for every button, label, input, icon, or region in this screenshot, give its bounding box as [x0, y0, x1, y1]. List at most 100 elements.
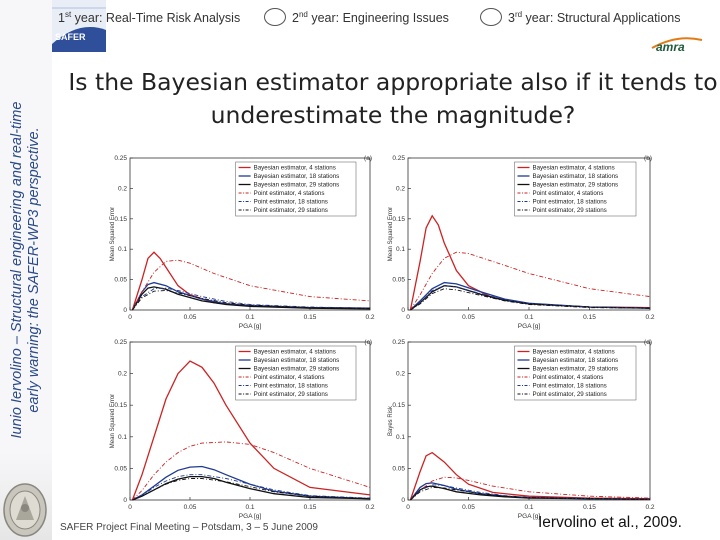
legend-entry: Point estimator, 18 stations	[532, 383, 606, 390]
slide-title: Is the Bayesian estimator appropriate al…	[68, 68, 718, 129]
legend-entry: Point estimator, 29 stations	[532, 391, 606, 398]
x-axis-label: PGA [g]	[239, 513, 262, 520]
x-tick-label: 0.15	[304, 314, 317, 321]
y-tick-label: 0.2	[396, 185, 405, 192]
series-line	[410, 476, 651, 501]
legend-entry: Point estimator, 18 stations	[254, 383, 328, 390]
amra-logo-text: amra	[656, 40, 685, 54]
nav-year-2-num: 2	[292, 11, 299, 26]
y-tick-label: 0.2	[396, 371, 405, 378]
legend-entry: Point estimator, 29 stations	[254, 391, 328, 398]
y-tick-label: 0	[401, 307, 405, 314]
series-line	[132, 475, 371, 501]
legend-entry: Point estimator, 18 stations	[254, 199, 328, 206]
y-tick-label: 0.05	[392, 277, 405, 284]
footer-citation: Iervolino et al., 2009.	[538, 514, 682, 531]
nav-year-1[interactable]: 1st year: Real-Time Risk Analysis	[58, 10, 240, 25]
y-tick-label: 0	[123, 497, 127, 504]
nav-year-3-sup: rd	[514, 10, 523, 19]
series-line	[132, 478, 371, 501]
legend-entry: Bayesian estimator, 29 stations	[254, 182, 340, 189]
series-line	[132, 441, 371, 501]
sidebar-author-text: Iunio Iervolino – Structural engineering…	[9, 20, 43, 520]
y-tick-label: 0.25	[114, 155, 127, 162]
nav-year-3-num: 3	[508, 11, 515, 26]
y-tick-label: 0.2	[118, 185, 127, 192]
y-tick-label: 0.1	[118, 434, 127, 441]
sidebar-line-2: early warning: the SAFER-WP3 perspective…	[26, 127, 42, 413]
x-tick-label: 0.05	[462, 504, 475, 511]
series-line	[410, 285, 651, 311]
legend-entry: Bayesian estimator, 4 stations	[254, 165, 336, 172]
nav-year-2[interactable]: 2nd year: Engineering Issues	[292, 10, 449, 25]
x-tick-label: 0	[406, 314, 410, 321]
y-axis-label: Bayes Risk	[388, 405, 394, 436]
legend-entry: Bayesian estimator, 18 stations	[254, 173, 340, 180]
x-tick-label: 0.15	[583, 314, 596, 321]
safer-logo-icon: SAFER	[52, 0, 106, 52]
nav-year-2-circle-icon[interactable]	[264, 8, 286, 26]
y-tick-label: 0	[123, 307, 127, 314]
series-line	[132, 290, 371, 311]
x-tick-label: 0.1	[245, 314, 254, 321]
legend-entry: Bayesian estimator, 18 stations	[532, 357, 618, 364]
chart-a-svg: 0 0.05 0.1 0.15 0.2 0 0.05 0.1 0.15 0.2 0.25 PGA [g…	[110, 155, 375, 330]
x-tick-label: 0	[128, 504, 132, 511]
y-tick-label: 0.05	[392, 465, 405, 472]
x-tick-label: 0.2	[645, 314, 654, 321]
x-tick-label: 0.15	[304, 504, 317, 511]
footer-meeting-text: SAFER Project Final Meeting – Potsdam, 3…	[60, 522, 318, 533]
chart-c-svg: 0 0.05 0.1 0.15 0.2 0 0.05 0.1 0.15 0.2 0.25 PGA [g…	[110, 339, 375, 520]
nav-year-1-sup: st	[64, 10, 72, 19]
nav-year-2-text: year: Engineering Issues	[307, 11, 449, 26]
chart-panel-a: 0 0.05 0.1 0.15 0.2 0 0.05 0.1 0.15 0.2 0.25 PGA [g…	[104, 150, 376, 334]
legend-entry: Point estimator, 4 stations	[532, 374, 603, 381]
x-tick-label: 0	[406, 504, 410, 511]
legend-box	[235, 345, 357, 401]
x-axis-label: PGA [g]	[239, 323, 262, 330]
legend-entry: Point estimator, 4 stations	[254, 374, 325, 381]
safer-logo-text: SAFER	[55, 32, 86, 42]
sidebar-line-1: Iunio Iervolino – Structural engineering…	[9, 101, 25, 439]
series-line	[409, 451, 651, 501]
sidebar: Iunio Iervolino – Structural engineering…	[0, 0, 52, 540]
legend-entry: Point estimator, 29 stations	[532, 207, 606, 214]
y-tick-label: 0.15	[114, 402, 127, 409]
legend-box	[514, 161, 637, 217]
legend-entry: Bayesian estimator, 4 stations	[532, 349, 614, 356]
y-tick-label: 0	[401, 497, 405, 504]
x-tick-label: 0.1	[524, 504, 533, 511]
legend-entry: Bayesian estimator, 29 stations	[254, 366, 340, 373]
x-tick-label: 0.1	[245, 504, 254, 511]
series-line	[410, 288, 651, 311]
y-tick-label: 0.05	[114, 277, 127, 284]
legend-entry: Bayesian estimator, 29 stations	[532, 366, 618, 373]
nav-year-3-circle-icon[interactable]	[480, 8, 502, 26]
series-line	[131, 286, 371, 311]
x-tick-label: 0.2	[365, 504, 374, 511]
y-tick-label: 0.15	[114, 216, 127, 223]
series-line	[131, 360, 371, 501]
nav-year-3[interactable]: 3rd year: Structural Applications	[508, 10, 681, 25]
y-tick-label: 0.2	[118, 371, 127, 378]
y-tick-label: 0.25	[392, 339, 405, 346]
panel-label: (d)	[644, 339, 652, 346]
legend-entry: Bayesian estimator, 29 stations	[532, 182, 618, 189]
y-axis-label: Mean Squared Error	[110, 207, 116, 261]
x-axis-label: PGA [g]	[518, 323, 541, 330]
panel-label: (b)	[644, 155, 652, 162]
x-tick-label: 0.2	[365, 314, 374, 321]
x-tick-label: 0.2	[645, 504, 654, 511]
y-tick-label: 0.1	[118, 246, 127, 253]
y-tick-label: 0.15	[392, 402, 405, 409]
nav-year-1-text: year: Real-Time Risk Analysis	[71, 11, 241, 26]
legend-entry: Point estimator, 18 stations	[532, 199, 606, 206]
panel-label: (c)	[364, 339, 372, 346]
x-tick-label: 0.05	[184, 504, 197, 511]
x-tick-label: 0.05	[184, 314, 197, 321]
y-axis-label: Mean Squared Error	[388, 207, 394, 261]
nav-year-3-text: year: Structural Applications	[522, 11, 681, 26]
legend-entry: Bayesian estimator, 4 stations	[254, 349, 336, 356]
x-tick-label: 0.15	[583, 504, 596, 511]
legend-box	[235, 161, 357, 217]
